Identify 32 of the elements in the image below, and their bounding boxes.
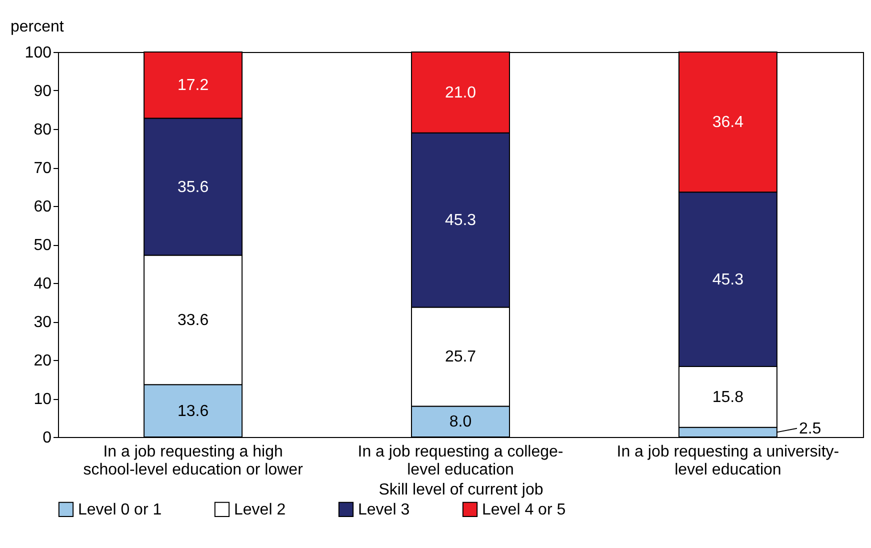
y-tick-label: 40 xyxy=(34,276,52,292)
y-tick-label: 100 xyxy=(24,44,52,62)
x-tick-label: In a job requesting a high school-level education or lower xyxy=(83,444,304,478)
data-label: 45.3 xyxy=(444,212,476,230)
y-tick-label: 50 xyxy=(34,237,52,254)
data-label: 2.5 xyxy=(798,420,822,438)
data-label: 17.2 xyxy=(177,77,209,94)
data-label: 25.7 xyxy=(444,348,476,366)
y-tick-label: 30 xyxy=(34,314,52,331)
x-axis-title: Skill level of current job xyxy=(378,482,544,498)
x-tick-label: In a job requesting a university-level education xyxy=(616,444,840,478)
legend-label: Level 2 xyxy=(234,501,286,518)
data-label: 33.6 xyxy=(177,312,209,329)
data-label: 8.0 xyxy=(449,414,472,431)
y-axis-title: percent xyxy=(10,18,64,36)
y-tick-label: 60 xyxy=(34,198,52,216)
legend-label: Level 4 or 5 xyxy=(482,501,566,518)
data-label: 13.6 xyxy=(177,402,209,420)
legend-label: Level 3 xyxy=(358,501,410,518)
data-label: 21.0 xyxy=(444,84,476,102)
x-tick-label: In a job requesting a college-level education xyxy=(358,444,564,478)
y-tick-label: 20 xyxy=(34,352,52,370)
y-tick-label: 70 xyxy=(34,160,52,177)
data-label: 36.4 xyxy=(712,114,744,132)
y-tick-label: 90 xyxy=(34,83,52,100)
data-label: 45.3 xyxy=(712,271,744,288)
data-label: 35.6 xyxy=(177,178,209,196)
legend-label: Level 0 or 1 xyxy=(78,501,162,518)
y-tick-label: 0 xyxy=(42,430,52,446)
y-tick-label: 80 xyxy=(34,122,52,138)
data-label: 15.8 xyxy=(712,388,744,406)
y-tick-label: 10 xyxy=(34,391,52,408)
